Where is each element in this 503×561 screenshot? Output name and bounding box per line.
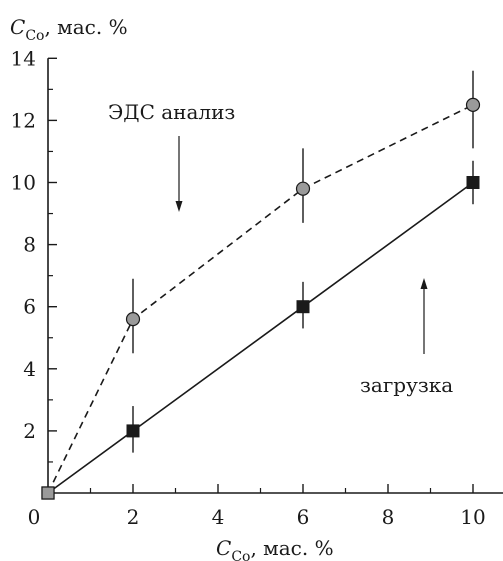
origin-point (41, 486, 55, 500)
annotation-loading-arrow (420, 278, 428, 354)
annotation-eds-label: ЭДС анализ (108, 100, 235, 124)
annotation-eds-arrow (175, 136, 183, 212)
series-loading (41, 160, 480, 500)
circle-point (295, 181, 311, 196)
x-axis-title: CCo, мас. % (216, 536, 334, 561)
series-line (47, 181, 474, 494)
x-tick-label: 6 (297, 505, 310, 529)
y-tick-label: 12 (11, 108, 36, 132)
x-tick-label: 2 (127, 505, 140, 529)
x-tick-label: 8 (382, 505, 395, 529)
x-tick-label: 0 (28, 505, 41, 529)
square-point (126, 424, 140, 438)
x-tick-label: 4 (212, 505, 225, 529)
ticks (48, 57, 474, 493)
annotation-loading-label: загрузка (360, 373, 453, 397)
y-axis-title-subscript: Co (25, 28, 44, 44)
y-tick-label: 2 (23, 419, 36, 443)
y-axis-title-unit: , мас. % (44, 15, 127, 39)
tick-labels: 2 4 6 8 10 12 14 0 2 4 6 8 10 (11, 46, 486, 529)
y-tick-label: 8 (23, 233, 36, 257)
x-axis-title-symbol: C (216, 536, 231, 560)
series-eds (41, 70, 481, 500)
circle-point (125, 312, 141, 327)
square-point (296, 300, 310, 314)
y-tick-label: 6 (23, 295, 36, 319)
circle-point (465, 97, 481, 112)
y-tick-label: 14 (11, 46, 36, 70)
series-line (47, 104, 474, 494)
y-axis-title-symbol: C (10, 15, 25, 39)
y-tick-label: 10 (11, 171, 36, 195)
series-layer (41, 70, 481, 500)
y-tick-label: 4 (23, 357, 36, 381)
square-point (466, 176, 480, 189)
x-axis-title-unit: , мас. % (250, 536, 333, 560)
y-axis-title: CCo, мас. % (10, 15, 128, 44)
x-axis-title-subscript: Co (231, 549, 250, 561)
x-tick-label: 10 (460, 505, 485, 529)
